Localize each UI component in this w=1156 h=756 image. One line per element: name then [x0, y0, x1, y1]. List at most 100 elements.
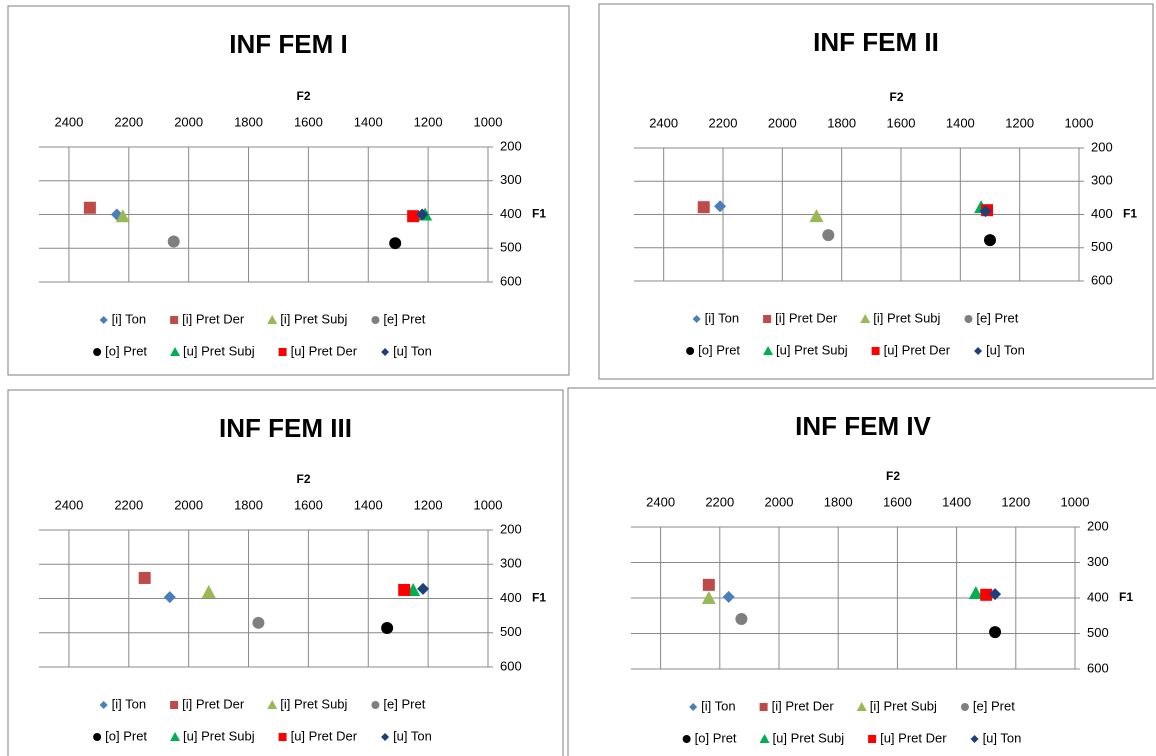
- data-point: [968, 586, 983, 600]
- x-axis-label: F2: [296, 472, 310, 486]
- panel-border: [7, 389, 564, 756]
- data-point: [416, 208, 429, 221]
- y-tick-label: 500: [1091, 239, 1113, 254]
- legend-marker: [682, 735, 691, 743]
- legend-label: [i] Ton: [112, 696, 146, 711]
- x-tick-label: 1600: [294, 497, 323, 512]
- y-tick-label: 400: [1091, 206, 1113, 221]
- x-tick-label: 2000: [174, 497, 203, 512]
- legend-marker: [381, 733, 390, 741]
- data-point: [138, 571, 151, 584]
- legend-label: [u] Pret Subj: [183, 343, 255, 358]
- y-tick-label: 400: [500, 206, 522, 221]
- legend-label: [i] Pret Der: [182, 696, 245, 711]
- legend-label: [i] Ton: [701, 698, 735, 713]
- chart-title: INF FEM IV: [795, 411, 931, 441]
- legend-marker: [686, 347, 695, 355]
- x-axis-label: F2: [889, 90, 903, 104]
- y-tick-label: 200: [500, 138, 522, 153]
- x-tick-label: 2400: [54, 114, 83, 129]
- data-point: [167, 235, 180, 248]
- x-tick-label: 1800: [827, 115, 856, 130]
- x-tick-label: 2000: [174, 114, 203, 129]
- legend-label: [i] Pret Der: [775, 310, 838, 325]
- x-tick-label: 1800: [234, 497, 263, 512]
- data-point: [809, 209, 824, 223]
- legend-marker: [860, 314, 871, 323]
- chart-title: INF FEM III: [219, 413, 352, 443]
- legend-label: [u] Ton: [393, 343, 432, 358]
- legend-label: [i] Pret Subj: [280, 311, 347, 326]
- data-point: [417, 582, 430, 595]
- y-tick-label: 400: [1087, 589, 1109, 604]
- data-point: [980, 588, 993, 601]
- legend-marker: [170, 316, 179, 324]
- data-point: [381, 621, 394, 634]
- x-tick-label: 1000: [1061, 494, 1090, 509]
- x-tick-label: 2400: [54, 497, 83, 512]
- x-tick-label: 1800: [234, 114, 263, 129]
- y-tick-label: 300: [1087, 554, 1109, 569]
- x-tick-label: 2200: [114, 497, 143, 512]
- data-point: [115, 209, 130, 223]
- y-tick-label: 600: [500, 273, 522, 288]
- data-point: [989, 588, 1002, 601]
- y-axis-label: F1: [532, 207, 546, 221]
- legend-marker: [689, 703, 698, 711]
- data-point: [398, 583, 411, 596]
- legend-marker: [759, 703, 768, 711]
- x-tick-label: 1400: [942, 494, 971, 509]
- legend-marker: [970, 735, 979, 743]
- data-point: [722, 590, 735, 603]
- x-tick-label: 2400: [646, 494, 675, 509]
- data-point: [989, 626, 1002, 639]
- legend-label: [u] Ton: [393, 728, 432, 743]
- data-point: [714, 200, 727, 213]
- y-axis-label: F1: [532, 591, 546, 605]
- legend-label: [i] Ton: [705, 310, 739, 325]
- y-tick-label: 200: [1091, 139, 1113, 154]
- legend-marker: [278, 733, 287, 741]
- legend-label: [e] Pret: [383, 311, 425, 326]
- x-tick-label: 1000: [474, 114, 503, 129]
- y-tick-label: 500: [1087, 625, 1109, 640]
- legend-label: [i] Pret Subj: [873, 310, 940, 325]
- legend-marker: [170, 347, 181, 356]
- x-tick-label: 2200: [709, 115, 738, 130]
- data-point: [822, 229, 835, 242]
- y-tick-label: 200: [500, 521, 522, 536]
- legend-marker: [868, 735, 877, 743]
- legend-marker: [381, 348, 390, 356]
- y-axis-label: F1: [1123, 207, 1137, 221]
- legend-label: [u] Pret Der: [880, 730, 947, 745]
- legend-marker: [278, 348, 287, 356]
- data-point: [979, 205, 992, 218]
- legend-marker: [763, 315, 772, 323]
- legend-label: [i] Pret Subj: [870, 698, 937, 713]
- legend-label: [u] Pret Subj: [773, 730, 845, 745]
- legend-label: [u] Ton: [986, 342, 1025, 357]
- legend-label: [u] Pret Der: [884, 342, 951, 357]
- data-point: [702, 578, 715, 591]
- x-tick-label: 2400: [649, 115, 678, 130]
- legend-label: [o] Pret: [105, 343, 147, 358]
- y-tick-label: 200: [1087, 518, 1109, 533]
- legend-label: [i] Pret Der: [182, 311, 245, 326]
- x-tick-label: 1200: [1005, 115, 1034, 130]
- legend-label: [e] Pret: [973, 698, 1015, 713]
- legend-marker: [371, 316, 380, 324]
- chart-title: INF FEM II: [813, 27, 939, 57]
- data-point: [201, 584, 216, 598]
- legend-marker: [759, 734, 770, 743]
- y-tick-label: 600: [500, 658, 522, 673]
- legend-marker: [964, 315, 973, 323]
- legend-label: [o] Pret: [105, 728, 147, 743]
- y-tick-label: 400: [500, 590, 522, 605]
- y-tick-label: 300: [500, 172, 522, 187]
- y-tick-label: 300: [500, 556, 522, 571]
- x-tick-label: 1400: [354, 497, 383, 512]
- legend-marker: [93, 733, 102, 741]
- legend-marker: [99, 316, 108, 324]
